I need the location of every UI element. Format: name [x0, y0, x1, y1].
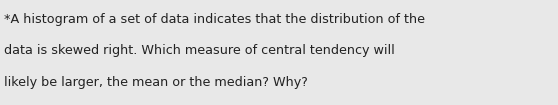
Text: data is skewed right. Which measure of central tendency will: data is skewed right. Which measure of c… — [4, 44, 395, 57]
Text: *A histogram of a set of data indicates that the distribution of the: *A histogram of a set of data indicates … — [4, 13, 425, 26]
Text: likely be larger, the mean or the median? Why?: likely be larger, the mean or the median… — [4, 76, 309, 89]
